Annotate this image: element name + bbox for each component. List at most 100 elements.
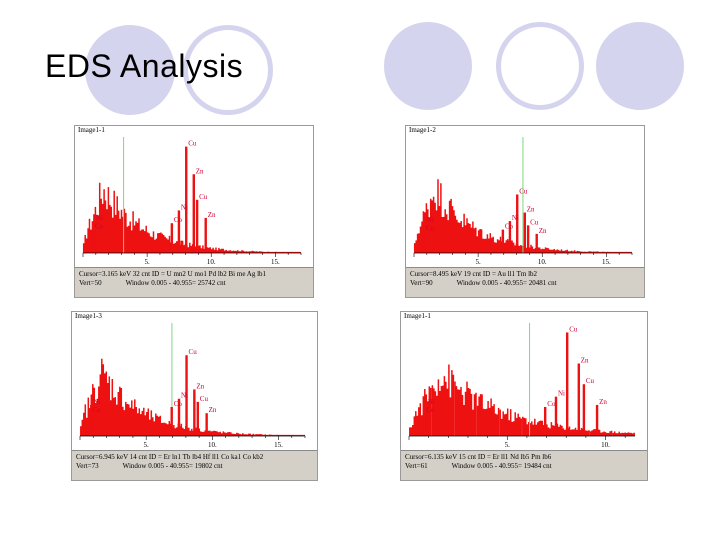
status-bar: Cursor=6.135 keV 15 cnt ID = Er ll1 Nd l… <box>401 450 647 480</box>
x-tick-label: 10. <box>538 258 547 266</box>
status-bar: Cursor=6.945 keV 14 cnt ID = Er ln1 Tb l… <box>72 450 317 480</box>
x-tick-label: 15. <box>274 441 283 449</box>
status-vert: Vert=50 <box>79 279 102 287</box>
x-tick-label: 5. <box>144 441 150 449</box>
peak-zn <box>192 174 195 253</box>
peak-zn <box>193 389 196 436</box>
x-tick-label: 15. <box>602 258 611 266</box>
peak-label-ni: Ni <box>512 214 519 222</box>
peak-label-cu: Cu <box>569 325 578 333</box>
status-cursor-line: Cursor=8.495 keV 19 cnt ID = Au ll1 Tm l… <box>410 270 538 278</box>
peak-label-zn: Zn <box>527 206 535 214</box>
spectrum-background <box>80 358 306 436</box>
eds-spectrum-panel-3: Image1-3 Cu Zn Cu Zn Ni Co Ni Co 5. 10. 15. Cursor… <box>71 311 318 481</box>
peak-label-ni: Ni <box>558 390 565 398</box>
peak-co <box>501 229 505 253</box>
peak-label-zn: Zn <box>196 167 204 175</box>
eds-spectrum-panel-4: Image1-1 Cu Zn Cu Zn Ni Co Ni Co 5. 10. Cursor=6.… <box>400 311 648 481</box>
x-tick-label: 10. <box>601 441 610 449</box>
peak-co <box>170 407 173 436</box>
peak-label-ni: Ni <box>181 203 188 211</box>
peak-label-zn: Zn <box>196 382 204 390</box>
peak-co <box>170 223 174 253</box>
spectrum-title: Image1-1 <box>78 126 105 134</box>
peak-label-ni: Ni <box>96 214 103 222</box>
peak-label-co: Co <box>174 216 183 224</box>
status-window: Window 0.005 - 40.955= 19484 cnt <box>451 462 552 470</box>
peak-label-ni: Ni <box>428 398 435 406</box>
peak-co <box>423 413 426 436</box>
peak-label-cu: Cu <box>199 193 208 201</box>
peak-ni <box>424 404 427 436</box>
peak-cu <box>185 146 188 253</box>
peak-label-zn: Zn <box>581 357 589 365</box>
x-tick-label: 5. <box>475 258 481 266</box>
status-window: Window 0.005 - 40.955= 25742 cnt <box>125 279 226 287</box>
peak-label-co: Co <box>426 406 435 414</box>
peak-label-cu: Cu <box>188 140 197 148</box>
status-vert: Vert=61 <box>405 462 428 470</box>
eds-spectrum-panel-2: Image1-2 Cu Zn Cu Zn Ni Co Ni Co 5. 10. 15. Cursor… <box>405 125 645 298</box>
peak-label-cu: Cu <box>530 218 539 226</box>
peak-label-cu: Cu <box>586 377 595 385</box>
peak-label-zn: Zn <box>539 227 547 235</box>
spectrum-title: Image1-2 <box>409 126 436 134</box>
peak-cu <box>185 355 188 436</box>
peak-cu <box>582 384 586 436</box>
decor-circle-1 <box>85 25 175 115</box>
x-tick-label: 5. <box>144 258 150 266</box>
peak-label-zn: Zn <box>599 398 607 406</box>
peak-label-zn: Zn <box>209 406 217 414</box>
slide-title: EDS Analysis <box>45 48 244 84</box>
peak-label-co: Co <box>505 223 514 231</box>
peak-label-co: Co <box>174 400 183 408</box>
peak-label-co: Co <box>95 223 104 231</box>
spectrum-background <box>82 182 302 253</box>
peak-ni <box>177 210 181 253</box>
spectrum-title: Image1-1 <box>404 312 431 320</box>
peak-label-cu: Cu <box>200 395 209 403</box>
peak-cu <box>566 332 569 436</box>
peak-zn <box>523 212 526 253</box>
peak-zn <box>577 363 580 436</box>
peak-zn <box>595 404 599 436</box>
peak-label-ni: Ni <box>93 398 100 406</box>
decor-circle-2 <box>183 25 273 115</box>
peak-ni <box>554 396 558 436</box>
status-window: Window 0.005 - 40.955= 19802 cnt <box>122 462 223 470</box>
decor-circle-4 <box>496 22 584 110</box>
peak-ni <box>177 398 181 436</box>
decor-circle-5 <box>596 22 684 110</box>
peak-zn <box>204 217 207 253</box>
peak-label-co: Co <box>426 225 435 233</box>
peak-cu <box>516 194 519 253</box>
peak-zn <box>205 413 208 436</box>
peak-cu <box>195 199 199 253</box>
decor-circle-3 <box>384 22 472 110</box>
peak-co <box>89 413 92 436</box>
status-bar: Cursor=3.165 keV 32 cnt ID = U mn2 U mo1… <box>75 267 313 297</box>
eds-spectrum-panel-1: Image1-1 Cu Zn Cu Zn Ni Co Ni Co 5. 10. 15. Cursor… <box>74 125 314 298</box>
x-tick-label: 10. <box>207 258 216 266</box>
peak-label-co: Co <box>547 400 556 408</box>
peak-co <box>91 229 95 253</box>
peak-label-ni: Ni <box>181 392 188 400</box>
x-tick-label: 15. <box>271 258 280 266</box>
spectrum-title: Image1-3 <box>75 312 102 320</box>
x-tick-label: 10. <box>208 441 217 449</box>
status-window: Window 0.005 - 40.955= 20481 cnt <box>456 279 557 287</box>
x-tick-label: 5. <box>505 441 511 449</box>
peak-label-ni: Ni <box>427 216 434 224</box>
peak-cu <box>526 225 530 253</box>
peak-co <box>543 407 547 436</box>
peak-zn <box>535 233 538 253</box>
status-vert: Vert=73 <box>76 462 99 470</box>
status-cursor-line: Cursor=3.165 keV 32 cnt ID = U mn2 U mo1… <box>79 270 267 278</box>
peak-label-cu: Cu <box>519 187 528 195</box>
spectrum-counts <box>80 358 306 436</box>
status-vert: Vert=90 <box>410 279 433 287</box>
spectrum-counts <box>82 182 302 253</box>
